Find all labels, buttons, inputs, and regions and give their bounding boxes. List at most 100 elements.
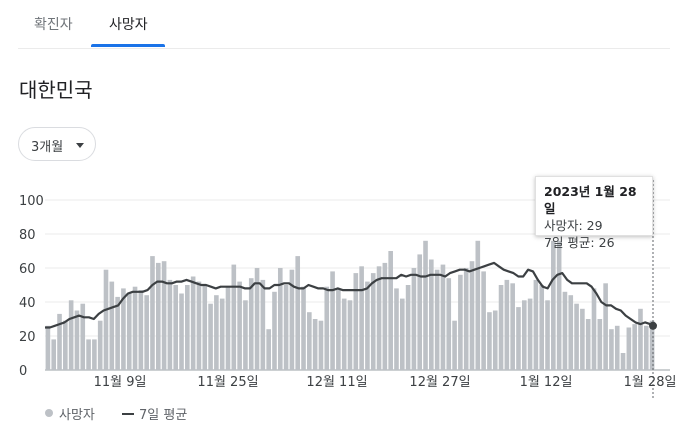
bar [510,283,515,370]
bar [370,273,376,370]
bar [551,240,556,370]
bar [167,279,173,370]
bar [620,353,626,370]
legend-line-label: 7일 평균 [139,408,188,423]
bar [260,279,266,370]
y-tick-label: 20 [19,330,36,345]
x-tick-label: 12월 11일 [306,375,367,390]
bar [626,327,632,370]
bar [254,268,260,370]
tooltip-average: 7일 평균: 26 [544,235,615,250]
bar [580,308,585,370]
bar [237,281,242,370]
bar [109,281,115,370]
bar [272,291,277,370]
bar [516,307,521,370]
bar [341,298,347,370]
bar [388,251,393,370]
bar [399,298,405,370]
y-tick-label: 60 [19,262,36,277]
bar [266,329,271,370]
x-tick-label: 12월 27일 [409,375,470,390]
data-tooltip: 2023년 1월 28일 사망자: 29 7일 평균: 26 [535,176,653,250]
bar [347,300,353,370]
bar [179,293,184,370]
tab-deaths[interactable]: 사망자 [109,17,148,33]
bar [458,274,463,370]
bar [434,269,440,370]
bar [545,300,550,370]
y-tick-label: 40 [19,296,36,311]
bar [51,339,57,370]
bar [446,278,452,370]
y-tick-label: 0 [19,364,27,379]
bar [440,264,446,370]
bar [301,286,306,370]
bar [638,308,643,370]
tooltip-deaths: 사망자: 29 [544,218,603,233]
avg-line [45,261,656,329]
bar [45,325,51,370]
bar [80,303,86,370]
bar [190,276,196,370]
bar [562,291,568,370]
bar [527,298,533,370]
x-tick-label: 11월 25일 [197,375,258,390]
bar [597,319,603,370]
bar [196,281,202,370]
bar [574,303,579,370]
x-tick-label: 1월 28일 [624,375,677,390]
bar [243,300,248,370]
bar [126,293,132,370]
hover-point [649,321,657,330]
bar [185,285,190,370]
bar [86,339,91,370]
bar [318,320,324,370]
bar [202,285,208,370]
bar [115,296,120,370]
bar [92,339,97,370]
x-tick-label: 11월 9일 [94,375,147,390]
bar [452,320,457,370]
bar [365,281,370,370]
bar [214,295,219,370]
period-dropdown-label: 3개월 [31,140,64,155]
bar [487,312,492,370]
bar [132,286,138,370]
bar [359,266,364,370]
tab-confirmed[interactable]: 확진자 [34,17,73,33]
legend-line-swatch [122,413,134,415]
bar [144,295,149,370]
bar [521,300,527,370]
bar [463,268,469,370]
bar [289,269,295,370]
bar [324,286,330,370]
bar [208,303,213,370]
period-dropdown[interactable]: 3개월 [18,127,96,161]
bar [492,310,498,370]
y-tick-label: 100 [19,194,44,209]
bar [312,319,318,370]
bar [150,256,155,370]
bar [219,298,225,370]
bar [556,240,562,370]
bar [74,310,80,370]
bar [138,290,144,370]
bar [394,288,399,370]
bar [643,325,649,370]
bar [376,266,382,370]
bar [382,262,388,370]
bar [97,320,103,370]
bar [121,288,126,370]
bar [609,329,614,370]
bar [277,268,283,370]
page-title: 대한민국 [19,78,93,102]
bar [225,286,231,370]
legend-bars-label: 사망자 [59,408,95,423]
x-tick-label: 1월 12일 [520,375,573,390]
tooltip-date: 2023년 1월 28일 [544,184,637,216]
bar [603,283,608,370]
bar [295,256,301,370]
tab-bar: 확진자 사망자 [18,0,670,49]
bar [103,269,109,370]
